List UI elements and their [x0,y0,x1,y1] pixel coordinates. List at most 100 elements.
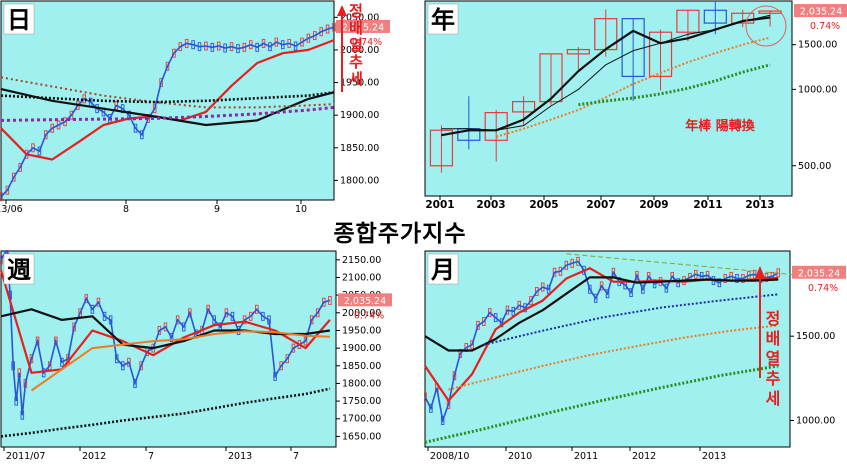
moving-average-line [424,364,779,444]
price-candle [452,371,457,381]
x-tick-label: 2011/07 [6,451,45,462]
price-candle [44,130,48,140]
period-label-box [427,253,459,285]
candle-body [511,101,536,113]
price-candle [424,392,427,402]
price-line [0,26,335,198]
price-candle [54,336,58,346]
trend-annotation-char: 세 [349,70,363,88]
y-tick-label: 1500.00 [798,40,837,51]
trend-annotation-char: 세 [766,389,781,408]
period-label-box [3,253,35,285]
change-percent: 0.74% [352,37,382,48]
x-tick-label: 7 [148,451,154,462]
price-candle [5,185,10,195]
x-tick-label: 2013 [228,451,252,462]
yearly-chart: 1500.00 1000.00 500.00 2001 2003 2005 2007 2009… [424,0,847,213]
price-candle [84,294,89,304]
trend-annotation-char: 열 [766,349,781,368]
price-candle [429,403,433,413]
y-tick-label: 1000.00 [798,84,837,95]
price-candle [159,78,163,88]
period-label: 月 [430,256,455,284]
y-tick-label: 2000.00 [342,308,381,319]
moving-average-line [495,36,771,138]
candle-body [648,31,673,77]
y-tick-label: 2150.00 [342,255,381,266]
price-candle [18,162,22,172]
price-candle [285,354,290,364]
trend-annotation-char: 정 [349,2,363,20]
change-percent: 0.74% [354,310,384,321]
x-tick-label: 9 [214,204,220,213]
y-tick-label: 1900.00 [340,110,379,121]
y-tick-label: 1800.00 [342,378,381,389]
y-tick-label: 1750.00 [342,396,381,407]
x-tick-label: 2001 [425,199,454,211]
x-tick-label: 8 [123,204,129,213]
price-candle [169,333,174,342]
price-candle [29,354,34,364]
x-tick-label: 2013 [702,451,726,462]
price-candle [641,284,645,294]
candle-body [703,9,727,24]
price-candle [188,308,192,318]
period-label-box [3,3,35,35]
trend-annotation-char: 열 [349,36,363,54]
x-tick-label: 2011 [693,199,722,211]
y-tick-label: 1650.00 [342,431,381,442]
moving-average-line [30,330,330,392]
x-tick-label: 2007 [586,199,615,211]
page-title: 종합주가지수 [333,221,467,247]
last-price-tag [794,4,847,18]
trend-annotation-char: 추 [349,53,363,71]
price-candle [279,361,283,371]
price-candle [133,123,138,133]
price-candle [629,288,633,298]
annotation-arrow-head [337,5,347,16]
price-candle [499,318,504,328]
last-price-tag [792,265,846,279]
candle-body [539,53,563,103]
period-label: 週 [7,256,31,284]
plot-area [424,0,793,197]
period-label: 日 [7,6,31,34]
moving-average-line [483,293,779,346]
y-tick-label: 2000.00 [340,45,379,56]
price-candle [309,315,314,325]
change-percent: 0.74% [808,283,838,294]
x-tick-label: 10 [295,204,307,213]
y-tick-label: 1950.00 [340,78,379,89]
y-tick-label: 1850.00 [340,143,379,154]
y-tick-label: 1000.00 [796,415,835,426]
x-tick-label: 2003 [476,199,505,211]
price-candle [593,293,598,303]
y-tick-label: 1850.00 [342,361,381,372]
price-candle [0,192,3,202]
price-candle [165,61,170,71]
price-candle [140,130,144,140]
price-candle [0,255,3,265]
y-tick-label: 1900.00 [342,343,381,354]
x-tick-label: 2010 [508,451,532,462]
annotation-arrow-head [755,266,765,278]
y-tick-label: 1800.00 [340,175,379,186]
last-price-tag [336,19,390,33]
x-tick-label: 2012 [632,451,656,462]
price-candle [152,104,157,114]
y-tick-label: 500.00 [798,161,831,172]
moving-average-line [424,276,779,352]
period-label-box [427,3,459,35]
moving-average-line [441,16,771,137]
x-tick-label: 2013 [745,199,774,211]
daily-chart: 2050.00 2000.00 1950.00 1900.00 1850.00 1800.… [0,0,424,213]
price-candle [493,313,498,323]
price-candle [172,48,176,58]
trend-annotation-char: 추 [766,369,781,388]
price-candle [175,315,180,325]
moving-average-line [0,308,331,350]
price-candle [611,267,616,277]
x-tick-label: 2012 [82,451,106,462]
price-candle [605,289,610,299]
y-tick-label: 1950.00 [342,325,381,336]
